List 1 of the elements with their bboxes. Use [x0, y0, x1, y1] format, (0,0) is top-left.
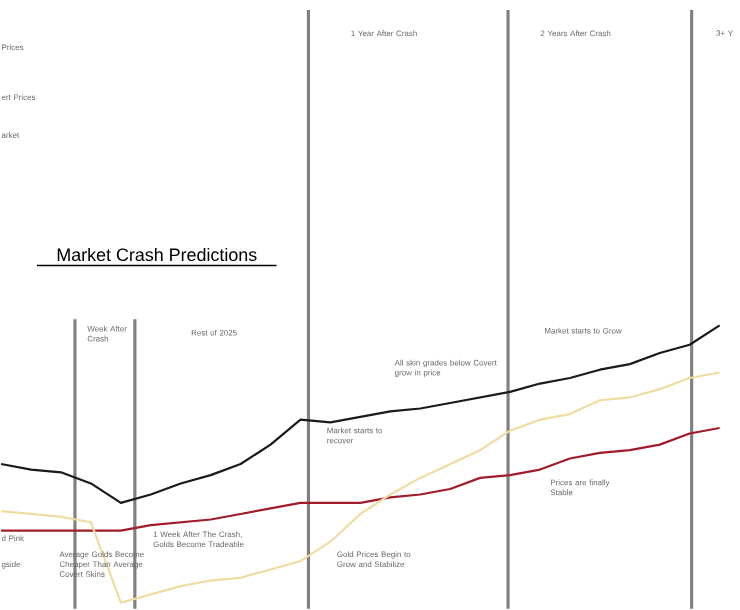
chart-title: Market Crash Predictions	[57, 247, 257, 261]
